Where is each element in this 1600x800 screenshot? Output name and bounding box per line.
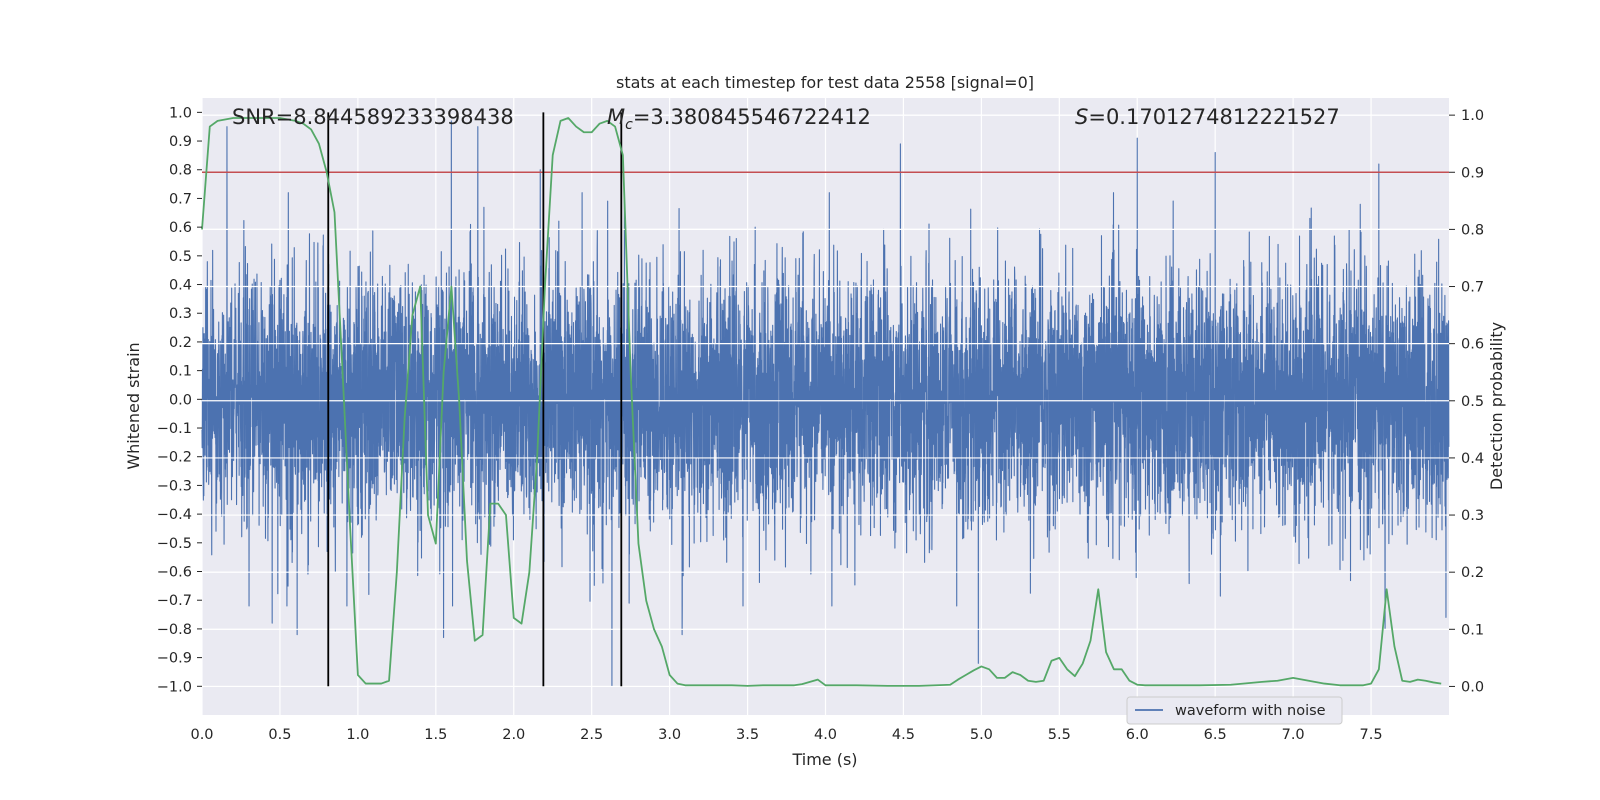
y-left-tick-label: 0.1 (169, 364, 192, 380)
x-tick-label: 2.0 (502, 727, 525, 743)
x-tick-label: 0.0 (190, 727, 213, 743)
y-left-tick-label: −0.8 (157, 622, 192, 638)
y-left-tick-label: −0.3 (157, 478, 192, 494)
y-right-tick-label: 0.7 (1461, 280, 1484, 296)
y-axis-label-right: Detection probability (1487, 322, 1506, 490)
y-left-tick-label: 0.5 (169, 249, 192, 265)
y-left-tick-label: 0.3 (169, 306, 192, 322)
x-tick-label: 2.5 (580, 727, 603, 743)
overlay-lines (201, 112, 1449, 688)
y-left-tick-label: −0.7 (157, 593, 192, 609)
x-tick-label: 1.0 (346, 727, 369, 743)
y-left-tick-label: 0.0 (169, 392, 192, 408)
y-left-tick-label: 0.7 (169, 191, 192, 207)
y-axis-label-left: Whitened strain (124, 342, 143, 469)
y-left-tick-label: 0.9 (169, 134, 192, 150)
s-annotation: S=0.1701274812221527 (1075, 105, 1340, 129)
chirp-mass-subscript: c (625, 117, 633, 133)
x-tick-label: 5.0 (970, 727, 993, 743)
axes: 0.0 0.5 1.0 1.5 2.0 2.5 3.0 3.5 4.0 4.5 5.0 5.5 6.0 6… (157, 105, 1484, 743)
y-right-tick-label: 0.2 (1461, 565, 1484, 581)
legend-label-waveform: waveform with noise (1175, 703, 1326, 719)
chart-title: stats at each timestep for test data 255… (616, 73, 1034, 92)
y-left-tick-label: −0.4 (157, 507, 192, 523)
y-right-tick-label: 0.3 (1461, 508, 1484, 524)
x-tick-label: 0.5 (268, 727, 291, 743)
waveform-noise-series (201, 120, 1450, 687)
chirp-mass-annotation: Mc=3.380845546722412 (607, 105, 871, 133)
snr-annotation: SNR=8.844589233398438 (232, 105, 514, 129)
waveform-with-noise-line (201, 120, 1450, 687)
y-left-tick-label: −0.1 (157, 421, 192, 437)
y-left-tick-label: 0.4 (169, 278, 192, 294)
y-left-tick-label: 0.2 (169, 335, 192, 351)
y-right-tick-label: 0.8 (1461, 222, 1484, 238)
y-right-tick-label: 0.9 (1461, 165, 1484, 181)
y-left-tick-label: 1.0 (169, 105, 192, 121)
x-tick-label: 3.0 (658, 727, 681, 743)
chirp-mass-symbol: M (607, 105, 625, 129)
y-right-tick-label: 0.0 (1461, 679, 1484, 695)
chirp-mass-value: =3.380845546722412 (633, 105, 871, 129)
y-left-tick-label: −0.6 (157, 565, 192, 581)
y-left-tick-label: −0.9 (157, 651, 192, 667)
y-left-tick-label: −1.0 (157, 679, 192, 695)
x-tick-label: 5.5 (1048, 727, 1071, 743)
x-tick-label: 3.5 (736, 727, 759, 743)
y-right-tick-label: 0.6 (1461, 337, 1484, 353)
y-right-tick-label: 0.5 (1461, 394, 1484, 410)
legend: waveform with noise (1126, 696, 1343, 725)
x-tick-label: 6.0 (1126, 727, 1149, 743)
legend-box (1126, 696, 1343, 725)
y-left-tick-label: −0.2 (157, 450, 192, 466)
x-tick-label: 7.5 (1360, 727, 1383, 743)
x-tick-label: 1.5 (424, 727, 447, 743)
y-right-tick-label: 0.4 (1461, 451, 1484, 467)
y-right-tick-label: 1.0 (1461, 108, 1484, 124)
x-tick-label: 7.0 (1282, 727, 1305, 743)
y-left-tick-label: 0.6 (169, 220, 192, 236)
y-right-tick-label: 0.1 (1461, 622, 1484, 638)
x-tick-label: 6.5 (1204, 727, 1227, 743)
x-tick-label: 4.5 (892, 727, 915, 743)
s-symbol: S (1075, 105, 1088, 129)
y-left-tick-label: −0.5 (157, 536, 192, 552)
x-axis-label: Time (s) (791, 750, 857, 769)
y-left-tick-label: 0.8 (169, 163, 192, 179)
x-tick-label: 4.0 (814, 727, 837, 743)
s-value: =0.1701274812221527 (1088, 105, 1339, 129)
detection-probability-line (201, 117, 1442, 687)
